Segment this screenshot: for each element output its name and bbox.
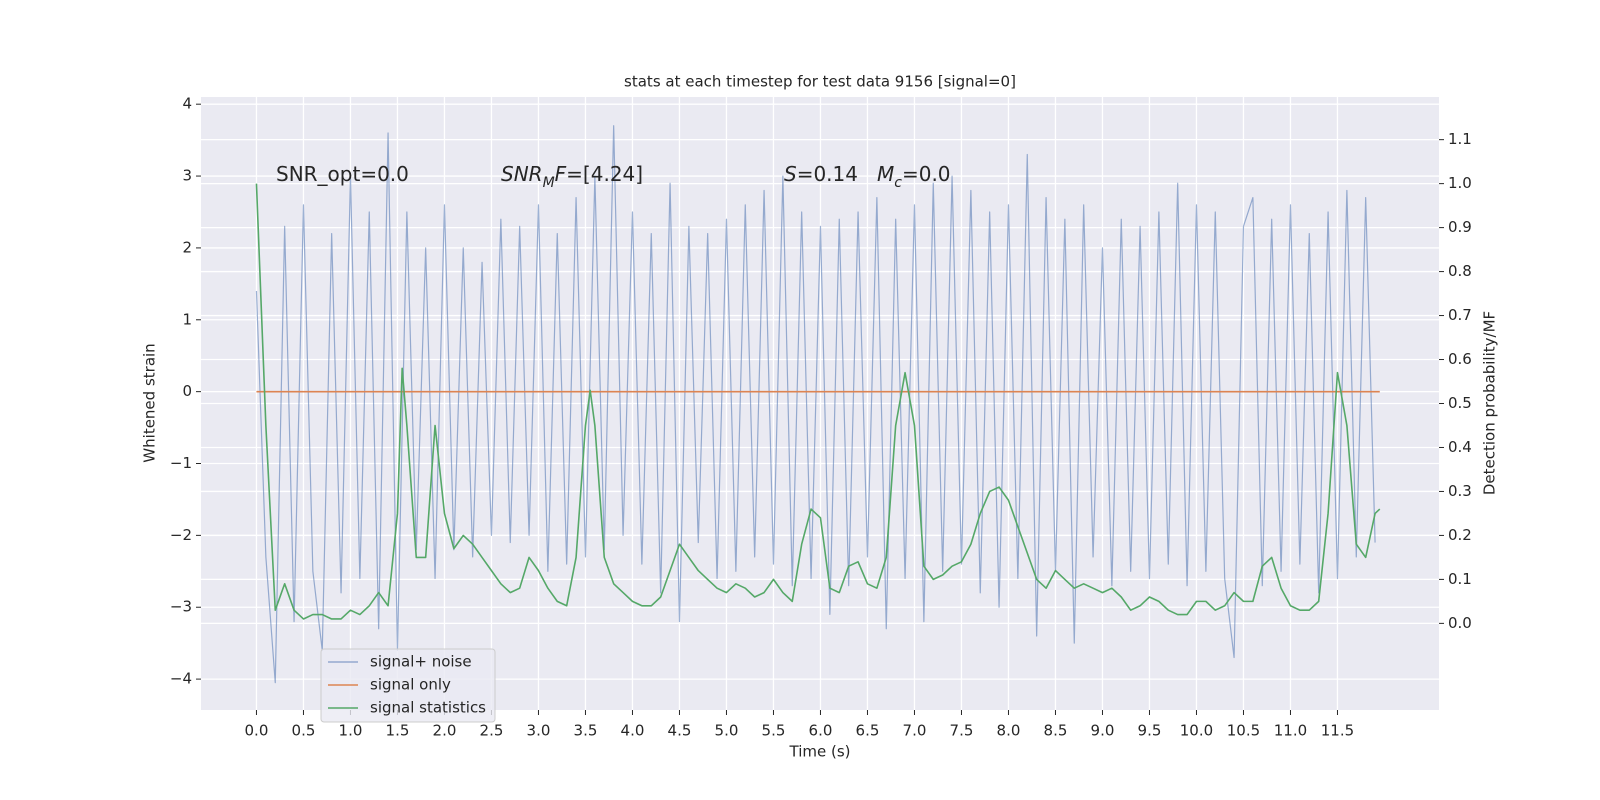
x-tick-label: 11.0 bbox=[1274, 722, 1307, 740]
y-tick-label: 2 bbox=[182, 238, 192, 256]
legend-label: signal statistics bbox=[370, 699, 486, 717]
y2-tick-label: 0.9 bbox=[1448, 218, 1472, 236]
annotation-part: c bbox=[894, 175, 902, 191]
x-tick-label: 11.5 bbox=[1321, 722, 1354, 740]
annotation-part: F bbox=[555, 162, 567, 186]
y-tick-label: −4 bbox=[170, 670, 192, 688]
annotation-part: =[4.24] bbox=[566, 162, 643, 186]
y2-axis-label: Detection probability/MF bbox=[1481, 311, 1499, 495]
y-tick-label: 0 bbox=[182, 382, 192, 400]
ticks: 0.0 0.5 1.0 1.5 2.0 2.5 3.0 3.5 4.0 4.5 5.0 5.5 6.0 6… bbox=[170, 95, 1472, 740]
x-tick-label: 10.0 bbox=[1180, 722, 1213, 740]
legend-box bbox=[320, 648, 496, 723]
annotation: SNRMF=[4.24] bbox=[501, 162, 643, 192]
series-line bbox=[255, 125, 1376, 684]
y2-tick-label: 0.1 bbox=[1448, 570, 1472, 588]
x-axis-label: Time (s) bbox=[789, 743, 851, 761]
y2-tick-label: 0.5 bbox=[1448, 394, 1472, 412]
y2-tick-label: 1.0 bbox=[1448, 174, 1472, 192]
legend-label: signal only bbox=[370, 676, 451, 694]
y-tick-label: 1 bbox=[182, 310, 192, 328]
annotation: Mc=0.0 bbox=[877, 162, 951, 192]
y2-tick-label: 0.0 bbox=[1448, 614, 1472, 632]
annotation-part: M bbox=[543, 175, 555, 191]
x-tick-label: 8.0 bbox=[997, 722, 1021, 740]
x-tick-label: 5.0 bbox=[715, 722, 739, 740]
x-tick-label: 1.0 bbox=[339, 722, 363, 740]
y2-tick-label: 0.3 bbox=[1448, 482, 1472, 500]
x-tick-label: 4.5 bbox=[668, 722, 692, 740]
x-tick-label: 5.5 bbox=[762, 722, 786, 740]
annotation-part: S bbox=[784, 162, 797, 186]
x-tick-label: 1.5 bbox=[386, 722, 410, 740]
y-tick-label: 3 bbox=[182, 167, 192, 185]
annotation-part: =0.14 bbox=[797, 162, 858, 186]
annotation-part: M bbox=[877, 162, 894, 186]
annotation-part: =0.0 bbox=[902, 162, 951, 186]
legend-label: signal+ noise bbox=[370, 653, 472, 671]
y-tick-label: −2 bbox=[170, 526, 192, 544]
annotation: S=0.14 bbox=[784, 162, 858, 186]
y2-tick-label: 1.1 bbox=[1448, 130, 1472, 148]
y-axis-label: Whitened strain bbox=[141, 343, 159, 462]
x-tick-label: 9.0 bbox=[1091, 722, 1115, 740]
annotation-part: SNR bbox=[501, 162, 543, 186]
annotation-part: SNR_opt=0.0 bbox=[276, 162, 409, 186]
series-line bbox=[255, 183, 1381, 620]
annotation: SNR_opt=0.0 bbox=[276, 162, 409, 186]
y-tick-label: −3 bbox=[170, 598, 192, 616]
x-tick-label: 10.5 bbox=[1227, 722, 1260, 740]
y2-tick-label: 0.4 bbox=[1448, 438, 1472, 456]
y2-tick-label: 0.8 bbox=[1448, 262, 1472, 280]
x-tick-label: 0.5 bbox=[292, 722, 316, 740]
y-tick-label: −1 bbox=[170, 454, 192, 472]
y-tick-label: 4 bbox=[182, 95, 192, 113]
x-tick-label: 3.0 bbox=[527, 722, 551, 740]
x-tick-label: 4.0 bbox=[621, 722, 645, 740]
x-tick-label: 7.5 bbox=[950, 722, 974, 740]
chart-title: stats at each timestep for test data 915… bbox=[624, 73, 1016, 91]
x-tick-label: 9.5 bbox=[1138, 722, 1162, 740]
legend: signal+ noise signal only signal statistic… bbox=[320, 648, 496, 723]
x-tick-label: 3.5 bbox=[574, 722, 598, 740]
x-tick-label: 6.0 bbox=[809, 722, 833, 740]
y2-tick-label: 0.7 bbox=[1448, 306, 1472, 324]
x-tick-label: 2.0 bbox=[433, 722, 457, 740]
x-tick-label: 8.5 bbox=[1044, 722, 1068, 740]
x-tick-label: 0.0 bbox=[245, 722, 269, 740]
x-tick-label: 6.5 bbox=[856, 722, 880, 740]
y2-tick-label: 0.2 bbox=[1448, 526, 1472, 544]
y2-tick-label: 0.6 bbox=[1448, 350, 1472, 368]
x-tick-label: 2.5 bbox=[480, 722, 504, 740]
x-tick-label: 7.0 bbox=[903, 722, 927, 740]
